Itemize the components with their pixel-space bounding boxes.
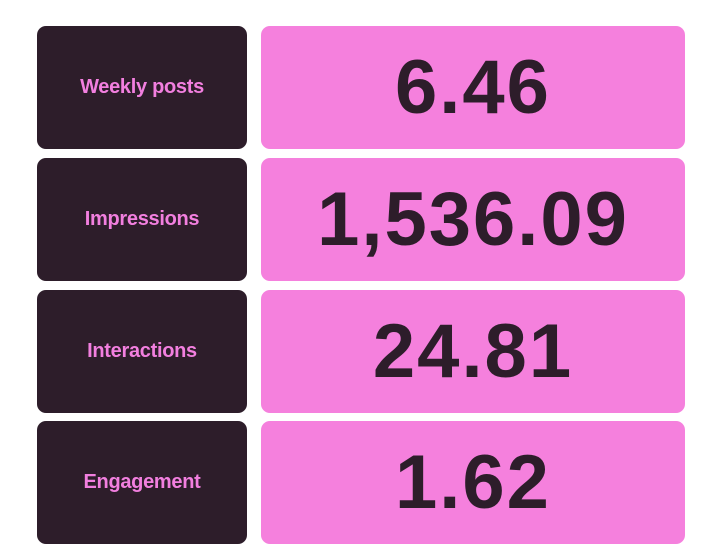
- metric-label: Impressions: [84, 208, 200, 230]
- metric-label-box: Interactions: [37, 290, 247, 413]
- metric-label-box: Impressions: [37, 158, 247, 281]
- metric-row-weekly-posts: Weekly posts 6.46: [37, 26, 685, 149]
- metric-label: Engagement: [83, 471, 201, 493]
- metric-label-box: Weekly posts: [37, 26, 247, 149]
- metric-value: 6.46: [395, 45, 551, 130]
- metric-value-box: 1.62: [261, 421, 685, 544]
- metric-value-box: 1,536.09: [261, 158, 685, 281]
- metric-row-interactions: Interactions 24.81: [37, 290, 685, 413]
- metric-value-box: 6.46: [261, 26, 685, 149]
- metric-row-engagement: Engagement 1.62: [37, 421, 685, 544]
- metric-value: 1,536.09: [317, 177, 629, 262]
- metric-label: Interactions: [87, 340, 197, 362]
- metric-label-box: Engagement: [37, 421, 247, 544]
- metric-label: Weekly posts: [80, 76, 204, 98]
- metric-value-box: 24.81: [261, 290, 685, 413]
- metric-row-impressions: Impressions 1,536.09: [37, 158, 685, 281]
- metric-value: 24.81: [372, 309, 574, 394]
- metric-value: 1.62: [395, 440, 551, 525]
